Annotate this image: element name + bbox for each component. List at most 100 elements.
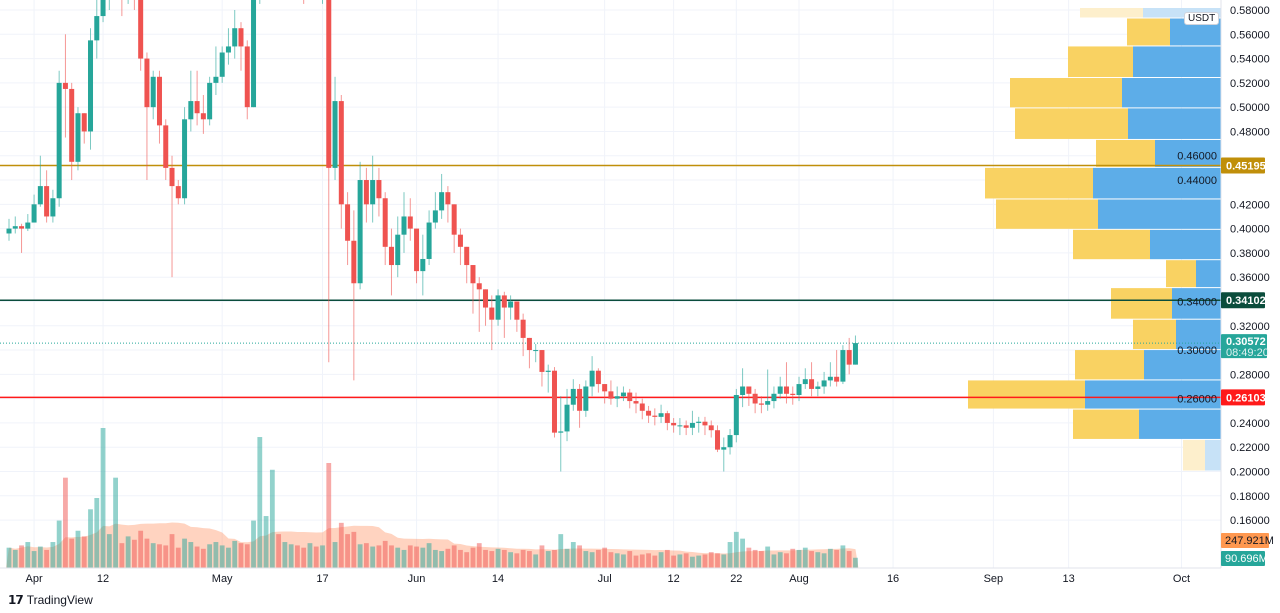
candle-body [31,204,37,223]
volume-bar [564,548,570,568]
price-tick-label: 0.56000 [1230,29,1270,41]
volume-bar [664,549,670,568]
price-tick-label: 0.42000 [1230,199,1270,211]
profile-bar-up [1085,380,1221,409]
currency-unit-label[interactable]: USDT [1184,12,1220,25]
candle-body [752,393,758,404]
volume-bar [269,469,275,568]
volume-bar [846,551,852,568]
price-tick-label: 0.44000 [1177,175,1217,187]
candle-body [715,430,721,450]
candle-body [188,101,194,120]
volume-bar [320,545,325,568]
candle-body [796,384,802,395]
volume-bar [150,543,156,568]
candle-body [56,82,62,199]
candle-body [395,234,401,266]
candle-body [677,425,683,427]
price-tick-label: 0.46000 [1177,151,1217,163]
volume-bar [219,545,225,568]
volume-bar [589,552,595,568]
volume-bar [771,554,777,568]
candle-body [758,403,764,405]
profile-bar-down [985,167,1093,199]
price-tick-label: 0.30000 [1177,345,1217,357]
volume-bar [56,520,62,568]
candle-body [696,421,702,423]
price-tick-label: 0.16000 [1230,515,1270,527]
volume-bar [821,553,827,568]
profile-bar-up [1139,409,1221,439]
profile-bar-down [1075,350,1144,380]
volume-bar [6,547,12,568]
volume-bar [182,538,187,568]
volume-bar [827,548,833,568]
candle-body [100,0,106,17]
volume-bar [639,554,645,568]
volume-bar [132,539,137,568]
volume-bar [351,531,357,568]
candle-body [363,180,369,205]
candle-body [200,113,206,120]
volume-bar [558,534,564,568]
candle-body [790,393,796,395]
candle-body [182,119,188,199]
volume-bar [658,552,664,568]
time-axis[interactable]: Apr 12 May 17 Jun 14 Jul 12 22 Aug 16 Sep 13 Oct [26,573,1191,585]
volume-ma-label-background [1221,533,1269,548]
candle-body [163,125,169,168]
candle-body [332,101,338,168]
volume-bar [690,556,695,568]
candle-body [225,46,231,53]
tradingview-logo-icon: 𝟭𝟳 [8,593,24,607]
candle-body [558,431,564,433]
candle-body [75,113,81,162]
price-axis[interactable]: 0.58000 0.56000 0.54000 0.52000 0.50000 0.480… [1177,5,1270,527]
candle-body [602,384,608,392]
candle-body [94,16,100,41]
volume-bar [376,545,382,568]
volume-bar [332,542,338,568]
volume-last-label: 90.696M [1225,553,1268,565]
candle-body [783,386,789,394]
candle-body [570,388,576,405]
candle-body [539,350,545,372]
profile-bar-down [1073,229,1150,260]
volume-bar [652,555,658,568]
candle-body [81,113,87,132]
candle-body [501,295,507,308]
volume-bar [251,520,256,568]
volume-bar [12,549,18,568]
volume-bar [595,549,601,568]
profile-bar-down [1183,439,1205,471]
profile-bar-down [1127,18,1170,46]
candle-body [351,240,357,284]
candle-body [25,222,31,229]
volume-bar [282,542,288,568]
level-label-background [1221,292,1265,309]
volume-bar [345,534,350,568]
volume-bar [765,546,771,568]
volume-bar [633,555,639,568]
volume-bar [125,536,131,568]
profile-bar-down [1133,319,1176,350]
volume-bar [445,548,451,568]
profile-bar-up [1176,319,1221,350]
candle-body [476,283,482,290]
volume-bar [646,553,651,568]
time-tick-label: Apr [26,573,43,585]
tradingview-logo[interactable]: 𝟭𝟳 TradingView [8,593,93,607]
volume-bar [552,549,557,568]
volume-bar [627,551,633,568]
level-price-label: 0.45195 [1226,161,1266,173]
candle-body [144,58,150,108]
candle-body [589,370,595,387]
volume-bar [614,553,620,568]
time-tick-label: Jul [598,573,612,585]
candle-body [376,180,382,199]
volume-bar [671,555,677,568]
candle-body [689,422,695,428]
volume-bar [207,544,213,568]
volume-bar [200,548,206,568]
